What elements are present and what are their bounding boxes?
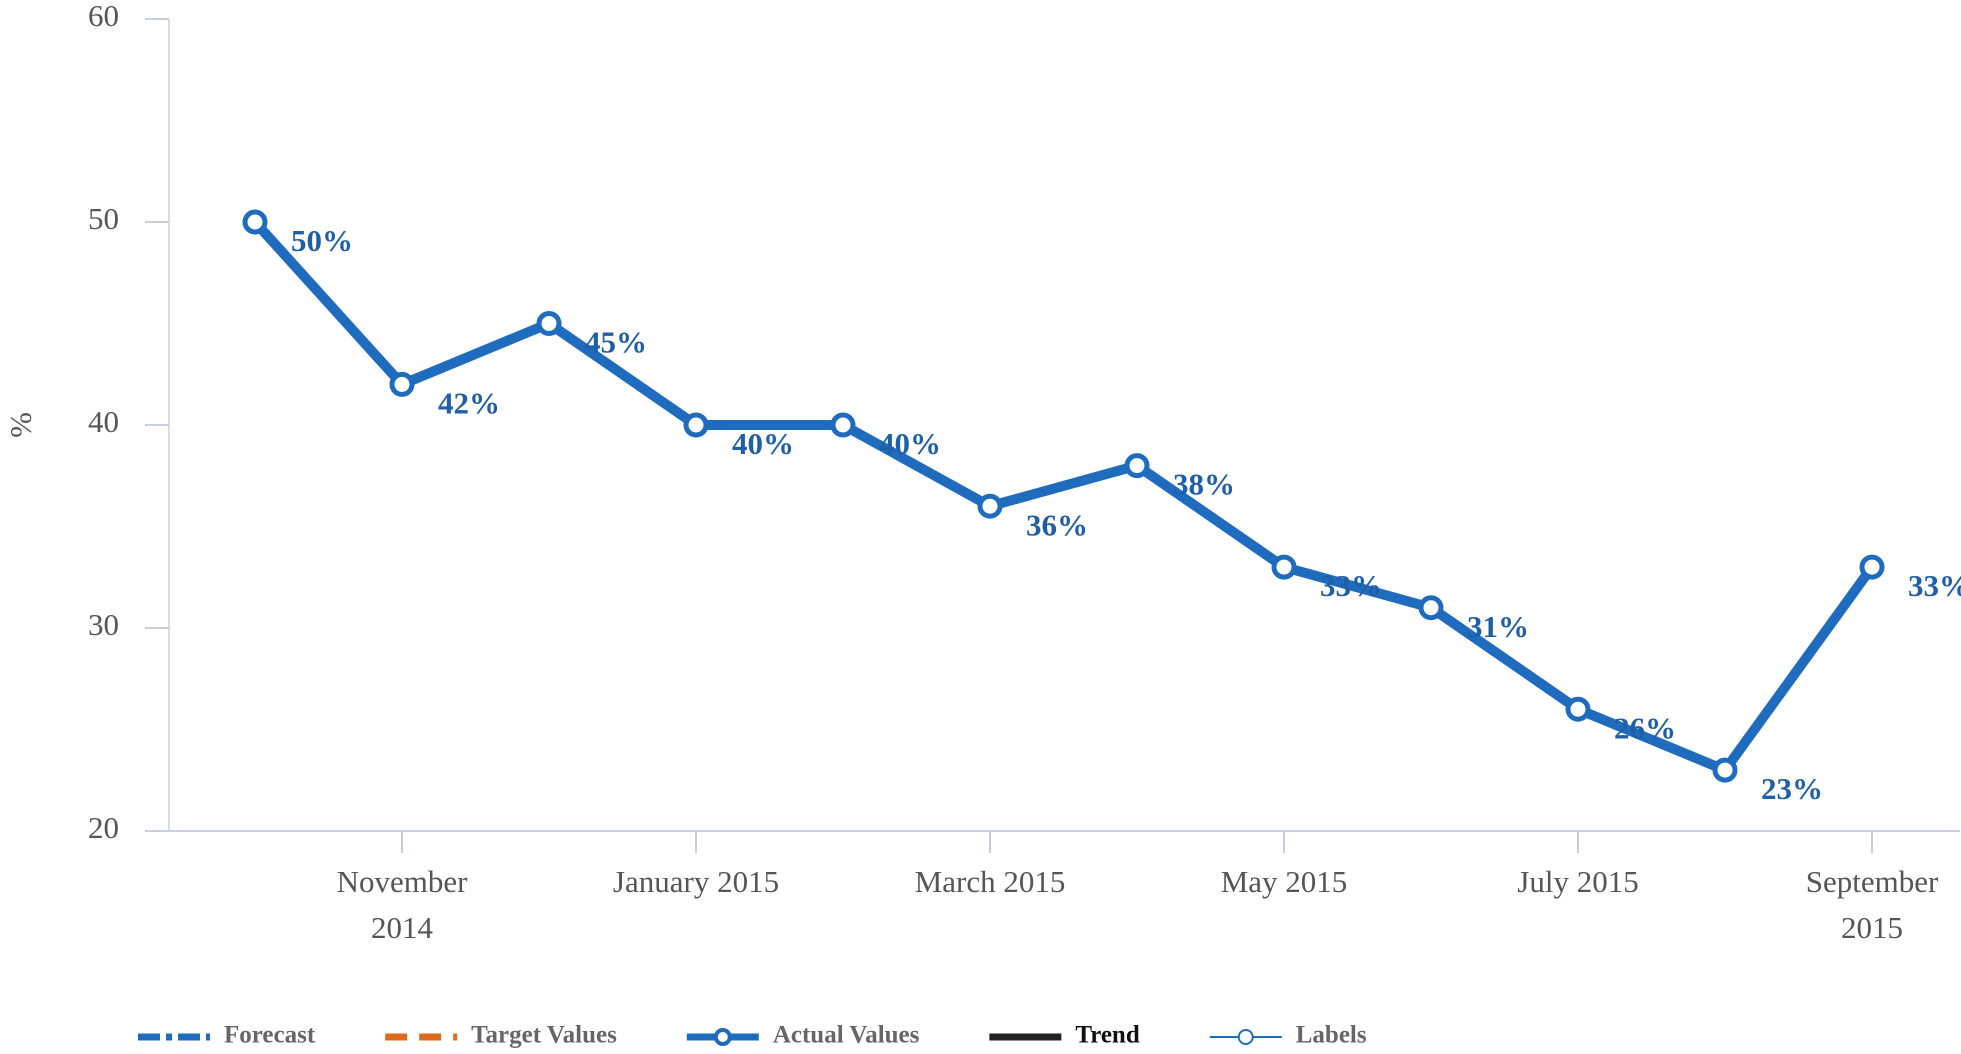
legend-marker [1237, 1029, 1254, 1045]
data-label: 31% [1467, 609, 1529, 644]
x-tick-label-line: September [1806, 864, 1939, 899]
point [1859, 554, 1885, 580]
y-tick-label: 30 [88, 607, 119, 642]
point [1124, 453, 1150, 479]
x-tick-label: May 2015 [1221, 864, 1348, 899]
data-label: 38% [1173, 467, 1235, 502]
legend-label: Trend [1075, 1022, 1139, 1049]
data-label: 42% [438, 386, 500, 421]
data-label: 50% [291, 223, 353, 258]
x-tick-label-line: November [337, 864, 469, 899]
point [683, 412, 709, 438]
legend-item: Target Values [385, 1022, 617, 1049]
x-tick-label: July 2015 [1517, 864, 1638, 899]
data-label: 40% [732, 426, 794, 461]
data-label: 26% [1614, 710, 1676, 745]
x-tick-label: March 2015 [915, 864, 1066, 899]
legend-label: Actual Values [773, 1022, 920, 1049]
point [1271, 554, 1297, 580]
legend-label: Target Values [471, 1022, 617, 1049]
y-tick-label: 60 [88, 0, 119, 33]
legend-marker [713, 1028, 732, 1046]
legend-item: Actual Values [686, 1022, 920, 1049]
y-tick-label: 50 [88, 201, 119, 236]
x-tick-label-line: 2015 [1841, 910, 1903, 945]
point [1565, 696, 1591, 722]
data-label: 40% [879, 426, 941, 461]
legend-item: Trend [989, 1022, 1140, 1049]
x-tick-label-line: 2014 [371, 910, 434, 945]
data-label: 33% [1320, 568, 1382, 603]
x-tick-label: January 2015 [613, 864, 779, 899]
data-label: 36% [1026, 507, 1088, 542]
x-tick-label: September 2015 [1806, 864, 1939, 945]
y-axis-label: % [3, 412, 38, 438]
x-tick-label: November 2014 [337, 864, 469, 945]
point [1712, 757, 1738, 783]
legend-item: Labels [1209, 1022, 1367, 1049]
data-label: 33% [1908, 568, 1961, 603]
legend-item: Forecast [138, 1022, 316, 1049]
line [251, 218, 1877, 776]
point [536, 311, 562, 336]
legend-label: Labels [1296, 1022, 1367, 1049]
legend-label: Forecast [224, 1022, 316, 1049]
point [977, 493, 1003, 519]
data-label: 45% [585, 325, 647, 360]
y-tick-label: 40 [88, 404, 119, 439]
data-label: 23% [1761, 771, 1823, 806]
point [242, 209, 268, 235]
y-tick-label: 20 [88, 810, 119, 845]
point [1418, 595, 1444, 621]
point [830, 412, 856, 438]
point [389, 371, 415, 397]
